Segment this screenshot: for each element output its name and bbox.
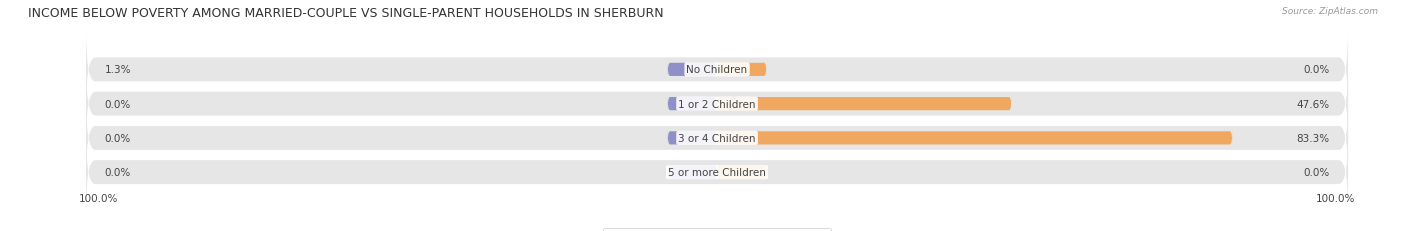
Text: 3 or 4 Children: 3 or 4 Children (678, 133, 756, 143)
FancyBboxPatch shape (668, 131, 717, 145)
Text: 1.3%: 1.3% (104, 65, 131, 75)
FancyBboxPatch shape (668, 97, 717, 111)
FancyBboxPatch shape (86, 99, 1348, 177)
Text: 83.3%: 83.3% (1296, 133, 1330, 143)
Text: INCOME BELOW POVERTY AMONG MARRIED-COUPLE VS SINGLE-PARENT HOUSEHOLDS IN SHERBUR: INCOME BELOW POVERTY AMONG MARRIED-COUPL… (28, 7, 664, 20)
FancyBboxPatch shape (86, 133, 1348, 212)
Text: 0.0%: 0.0% (104, 133, 131, 143)
Text: 1 or 2 Children: 1 or 2 Children (678, 99, 756, 109)
FancyBboxPatch shape (717, 131, 1233, 145)
Text: 0.0%: 0.0% (104, 99, 131, 109)
Text: 0.0%: 0.0% (1303, 65, 1330, 75)
FancyBboxPatch shape (717, 63, 766, 77)
Text: 5 or more Children: 5 or more Children (668, 167, 766, 177)
FancyBboxPatch shape (717, 97, 1011, 111)
FancyBboxPatch shape (668, 63, 717, 77)
Text: 0.0%: 0.0% (1303, 167, 1330, 177)
Text: 0.0%: 0.0% (104, 167, 131, 177)
FancyBboxPatch shape (86, 31, 1348, 109)
FancyBboxPatch shape (717, 165, 766, 179)
Text: No Children: No Children (686, 65, 748, 75)
Text: Source: ZipAtlas.com: Source: ZipAtlas.com (1282, 7, 1378, 16)
Legend: Married Couples, Single Parents: Married Couples, Single Parents (603, 228, 831, 231)
FancyBboxPatch shape (86, 65, 1348, 143)
FancyBboxPatch shape (668, 165, 717, 179)
Text: 47.6%: 47.6% (1296, 99, 1330, 109)
